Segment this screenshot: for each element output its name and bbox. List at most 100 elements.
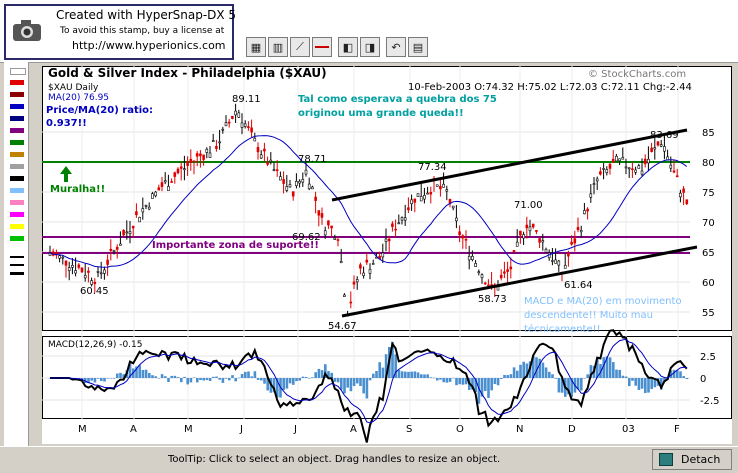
price-bar-body bbox=[259, 154, 263, 159]
line-width-2[interactable] bbox=[10, 264, 24, 266]
price-bar-body bbox=[605, 169, 609, 174]
swatch-red[interactable] bbox=[10, 80, 24, 85]
price-bar-body bbox=[477, 271, 481, 274]
price-bar-body bbox=[400, 217, 404, 221]
swatch-navy[interactable] bbox=[10, 116, 24, 121]
macd-hist-bar bbox=[160, 374, 164, 378]
swatch-green[interactable] bbox=[10, 140, 24, 145]
line-tool-icon[interactable]: ⟋ bbox=[290, 37, 310, 57]
properties-icon[interactable]: ▤ bbox=[408, 37, 428, 57]
swatch-darkred[interactable] bbox=[10, 92, 24, 97]
macd-hist-bar bbox=[96, 378, 100, 379]
macd-hist-bar bbox=[560, 378, 564, 393]
price-bar-body bbox=[554, 259, 557, 264]
price-bar-body bbox=[464, 238, 468, 241]
price-tick-label: 60 bbox=[702, 278, 715, 289]
price-bar-body bbox=[179, 166, 183, 169]
swatch-lime[interactable] bbox=[10, 236, 24, 241]
macd-hist-bar bbox=[436, 378, 439, 381]
price-bar-body bbox=[467, 255, 471, 261]
macd-hist-bar bbox=[621, 375, 625, 378]
price-bar-body bbox=[138, 216, 141, 223]
swatch-olive[interactable] bbox=[10, 152, 24, 157]
point-label: 83.69 bbox=[650, 130, 679, 141]
macd-hist-bar bbox=[464, 378, 468, 385]
macd-hist-bar bbox=[106, 378, 109, 379]
price-bar-body bbox=[394, 228, 397, 231]
macd-hist-bar bbox=[400, 371, 404, 378]
macd-hist-bar bbox=[599, 363, 602, 378]
macd-hist-bar bbox=[320, 370, 324, 378]
macd-hist-bar bbox=[311, 377, 314, 378]
up-arrow-icon bbox=[60, 166, 72, 182]
macd-hist-bar bbox=[624, 376, 628, 378]
swatch-magenta[interactable] bbox=[10, 212, 24, 217]
macd-hist-bar bbox=[135, 366, 138, 378]
macd-hist-bar bbox=[493, 378, 497, 385]
macd-hist-bar bbox=[500, 378, 503, 379]
stamp-line-1: Created with HyperSnap-DX 5 bbox=[56, 8, 237, 22]
time-tick-label: J bbox=[239, 424, 243, 435]
price-bar-body bbox=[535, 230, 538, 232]
bars-icon[interactable]: ▥ bbox=[268, 37, 288, 57]
macd-hist-bar bbox=[196, 378, 199, 383]
swatch-lightblue[interactable] bbox=[10, 188, 24, 193]
price-bar-body bbox=[131, 225, 135, 229]
price-bar-body bbox=[323, 230, 327, 236]
price-bar-body bbox=[567, 253, 570, 257]
grid-icon[interactable]: ▦ bbox=[246, 37, 266, 57]
macd-hist-bar bbox=[669, 370, 673, 378]
price-bar-body bbox=[288, 184, 292, 188]
price-bar-body bbox=[483, 282, 487, 285]
macd-hist-bar bbox=[260, 378, 263, 381]
move-left-icon[interactable]: ◧ bbox=[338, 37, 358, 57]
macd-hist-bar bbox=[605, 356, 609, 378]
point-label: 69.62 bbox=[292, 232, 321, 243]
time-tick-label: S bbox=[406, 424, 412, 435]
undo-icon[interactable]: ↶ bbox=[386, 37, 406, 57]
macd-hist-bar bbox=[628, 378, 631, 387]
price-tick-label: 65 bbox=[702, 248, 715, 259]
price-bar-body bbox=[170, 181, 173, 183]
price-bar-body bbox=[685, 199, 689, 205]
stock-chart[interactable]: Gold & Silver Index - Philadelphia ($XAU… bbox=[42, 66, 732, 444]
price-bar-body bbox=[419, 196, 423, 202]
time-tick-label: M bbox=[184, 424, 193, 435]
macd-hist-bar bbox=[596, 358, 599, 378]
price-bar-body bbox=[263, 148, 266, 152]
price-bar-body bbox=[106, 259, 109, 265]
macd-hist-bar bbox=[551, 374, 554, 378]
macd-hist-bar bbox=[583, 377, 586, 379]
status-bar: ToolTip: Click to select an object. Drag… bbox=[0, 446, 738, 473]
hline-tool-icon[interactable] bbox=[312, 37, 332, 57]
swatch-blue[interactable] bbox=[10, 104, 24, 109]
swatch-white[interactable] bbox=[10, 68, 26, 75]
macd-hist-bar bbox=[612, 362, 615, 378]
swatch-black[interactable] bbox=[10, 176, 24, 181]
price-bar-body bbox=[343, 294, 346, 297]
line-width-3[interactable] bbox=[10, 272, 24, 275]
channel-lower[interactable] bbox=[341, 245, 698, 318]
price-bar-body bbox=[256, 147, 260, 153]
price-bar-body bbox=[103, 269, 106, 274]
move-right-icon[interactable]: ◨ bbox=[360, 37, 380, 57]
line-width-1[interactable] bbox=[10, 256, 24, 258]
price-bar-body bbox=[314, 196, 317, 201]
price-bar-body bbox=[352, 281, 356, 285]
swatch-pink[interactable] bbox=[10, 200, 24, 205]
swatch-yellow[interactable] bbox=[10, 224, 24, 229]
price-bar-body bbox=[381, 252, 385, 258]
macd-hist-bar bbox=[253, 371, 257, 378]
detach-button[interactable]: Detach bbox=[652, 449, 732, 470]
point-label: 58.73 bbox=[478, 294, 507, 305]
macd-hist-bar bbox=[256, 378, 260, 380]
price-bar-body bbox=[416, 193, 420, 197]
price-bar-body bbox=[231, 115, 234, 119]
channel-upper[interactable] bbox=[331, 128, 688, 202]
macd-hist-bar bbox=[679, 371, 682, 378]
swatch-purple[interactable] bbox=[10, 128, 24, 133]
swatch-gray[interactable] bbox=[10, 164, 24, 169]
price-tick-label: 80 bbox=[702, 158, 715, 169]
macd-hist-bar bbox=[490, 378, 493, 391]
macd-hist-bar bbox=[506, 375, 509, 378]
